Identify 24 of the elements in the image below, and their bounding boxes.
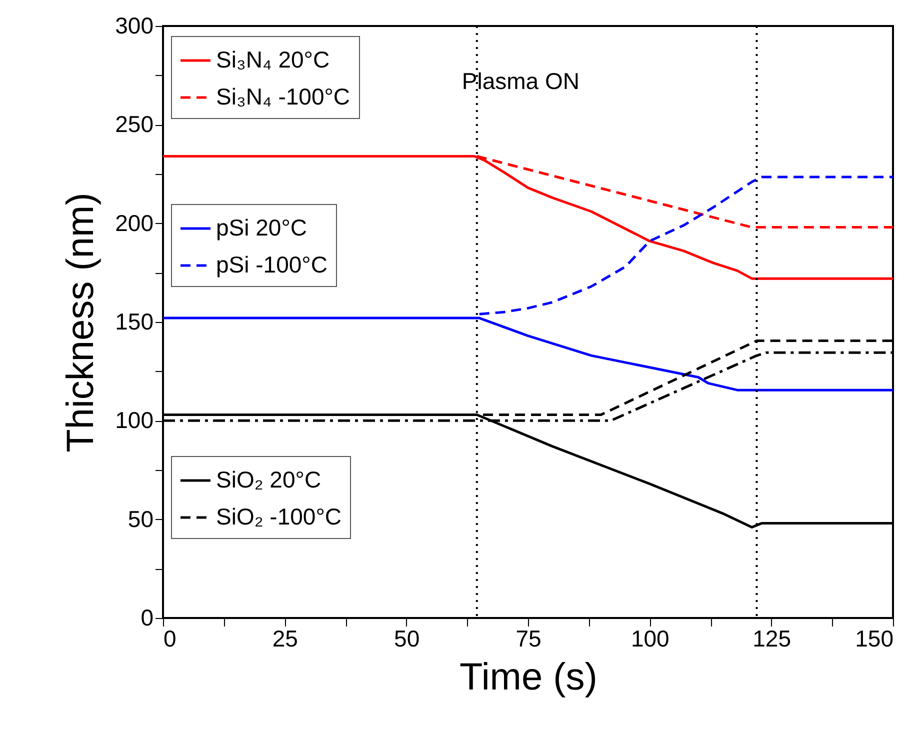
legend-label: pSi -100°C	[216, 252, 328, 278]
y-tick-label: 0	[140, 604, 154, 630]
y-tick-label: 150	[115, 308, 154, 334]
x-tick-label: 0	[164, 626, 176, 652]
annotation: Plasma ON	[462, 68, 580, 94]
x-tick-label: 50	[394, 626, 420, 652]
x-tick-label: 125	[752, 626, 792, 652]
legend-label: Si₃N₄ 20°C	[216, 46, 330, 72]
legend-label: Si₃N₄ -100°C	[216, 84, 350, 110]
line-series	[162, 154, 894, 280]
y-tick-label: 50	[128, 506, 154, 532]
y-tick-label: 300	[115, 12, 154, 38]
legend-label: SiO₂ -100°C	[216, 504, 342, 530]
legend-label: SiO₂ 20°C	[216, 466, 322, 492]
x-tick-label: 25	[272, 626, 298, 652]
x-tick-label: 100	[630, 626, 670, 652]
legend-label: pSi 20°C	[216, 214, 308, 240]
y-tick-label: 250	[115, 111, 154, 138]
y-tick-label: 100	[115, 407, 154, 434]
x-axis-title: Time (s)	[460, 656, 598, 698]
y-tick-label: 200	[115, 210, 154, 236]
x-tick-label: 150	[855, 626, 894, 652]
x-tick-label: 75	[516, 626, 542, 652]
y-axis-title: Thickness (nm)	[60, 192, 102, 452]
